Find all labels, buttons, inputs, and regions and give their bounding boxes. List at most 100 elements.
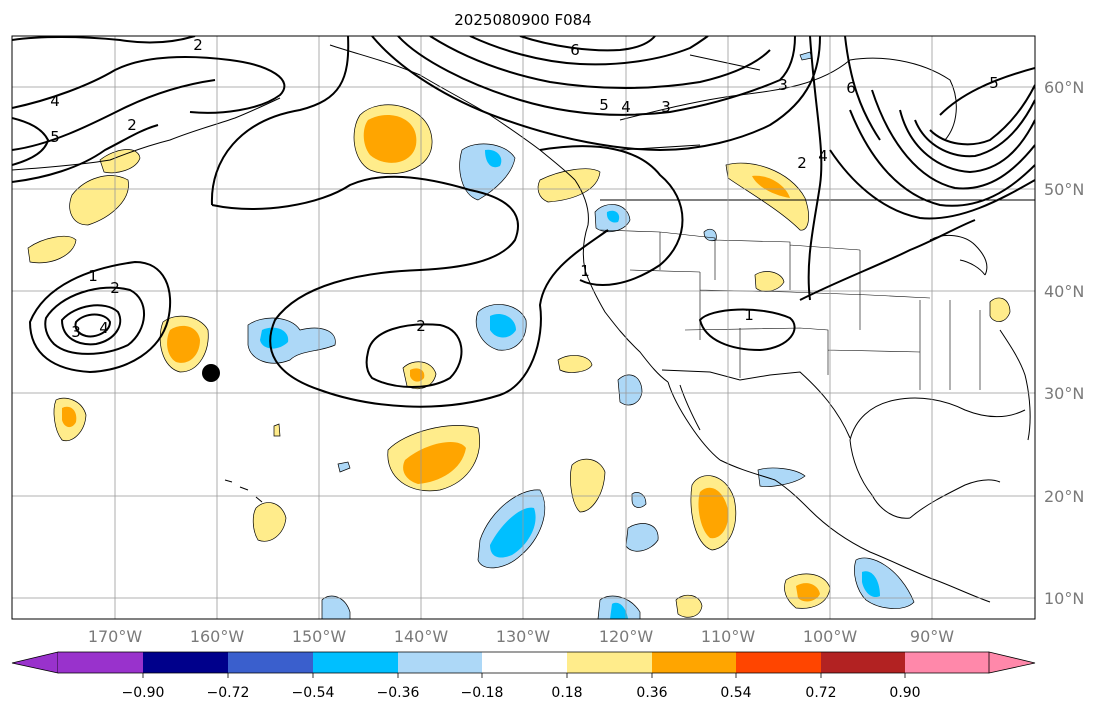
shade-negative-core — [490, 507, 536, 558]
contour-line — [849, 109, 1035, 207]
colorbar-segment — [905, 652, 989, 673]
contour-line — [12, 117, 50, 166]
shade-positive-core — [752, 175, 790, 198]
shade-positive — [537, 168, 601, 203]
shade-negative — [617, 374, 643, 406]
contour-line — [12, 124, 159, 183]
lon-label: 100°W — [803, 627, 858, 646]
contour-lines — [12, 36, 1035, 408]
shade-positive-core — [363, 114, 417, 163]
shade-negative-core — [260, 327, 289, 349]
shade-positive — [27, 236, 77, 264]
contour-label: 4 — [50, 92, 60, 110]
west-coast-usa — [574, 179, 669, 383]
colorbar-ticks — [142, 673, 906, 678]
shade-positive-core — [167, 325, 200, 363]
shade-positive-core — [403, 441, 466, 484]
colorbar-tick-label: −0.36 — [377, 685, 420, 701]
colorbar-segment — [652, 652, 736, 673]
colorbar-outline — [58, 651, 989, 674]
shade-positive-core — [796, 583, 820, 602]
contour-line — [469, 36, 709, 66]
colorbar-tick-label: 0.54 — [720, 685, 751, 701]
lat-label: 20°N — [1044, 487, 1084, 506]
shade-positive — [725, 162, 809, 231]
east-coast — [999, 329, 1031, 441]
contour-line — [429, 36, 771, 89]
contour-label: 1 — [580, 262, 590, 280]
colorbar-tick-label: 0.18 — [551, 685, 582, 701]
shade-negative — [854, 557, 915, 609]
colorbar-tick-label: −0.54 — [292, 685, 335, 701]
contour-line — [698, 308, 796, 352]
lon-label: 140°W — [394, 627, 449, 646]
contour-label: 2 — [193, 36, 203, 54]
shade-negative-core — [485, 149, 502, 168]
shade-positive-core — [62, 406, 77, 428]
contour-label: 4 — [99, 319, 109, 337]
contour-label: 5 — [599, 96, 609, 114]
shade-negative — [757, 467, 806, 487]
contour-label: 6 — [570, 41, 580, 59]
shade-positive — [273, 423, 281, 437]
contour-label: 3 — [71, 323, 81, 341]
hudson-bay — [849, 57, 957, 141]
contour-label: 2 — [127, 116, 137, 134]
shade-positive — [69, 175, 129, 226]
colorbar-extend-low — [11, 651, 59, 674]
shade-positive — [252, 502, 287, 542]
colorbar-tick-label: 0.72 — [805, 685, 836, 701]
colorbar-tick-label: 0.36 — [636, 685, 667, 701]
contour-label: 4 — [818, 147, 828, 165]
lat-label: 40°N — [1044, 282, 1084, 301]
contour-line — [871, 89, 1035, 190]
contour-line — [929, 84, 1035, 146]
shade-negative-core — [862, 571, 880, 598]
shade-negative — [459, 143, 516, 201]
contour-label: 6 — [846, 79, 856, 97]
colorbar-segment — [398, 652, 482, 673]
map-area: 6 5 4 3 4 5 2 1 2 3 4 1 2 6 5 3 2 4 2 1 — [12, 36, 1035, 619]
contour-line — [807, 36, 823, 301]
shade-negative — [321, 595, 351, 619]
lon-label: 170°W — [88, 627, 143, 646]
negative-anomaly-fills — [247, 51, 915, 619]
colorbar-segment — [482, 652, 567, 673]
contour-line — [44, 286, 145, 355]
contour-line — [397, 36, 796, 116]
contour-line — [799, 219, 976, 301]
hawaii — [224, 479, 263, 503]
contour-labels: 6 5 4 3 4 5 2 1 2 3 4 1 2 6 5 3 2 4 2 1 — [50, 36, 999, 341]
lon-label: 120°W — [599, 627, 654, 646]
contour-label: 3 — [778, 76, 788, 94]
mexico-west-coast — [719, 459, 991, 603]
lon-label: 130°W — [496, 627, 551, 646]
alaska-aleutian-coast — [12, 97, 281, 171]
lon-label: 150°W — [292, 627, 347, 646]
contour-label: 3 — [661, 98, 671, 116]
shade-negative-core — [610, 602, 628, 619]
contour-line — [12, 56, 286, 114]
colorbar-segment — [736, 652, 821, 673]
yucatan — [909, 479, 1001, 519]
contour-line — [365, 323, 463, 388]
contour-line — [371, 36, 821, 152]
colorbar-tick-label: −0.72 — [207, 685, 250, 701]
contour-label: 2 — [110, 279, 120, 297]
contour-line — [28, 260, 172, 374]
contour-line — [914, 99, 1035, 158]
latitude-labels: 60°N 50°N 40°N 30°N 20°N 10°N — [1044, 78, 1084, 608]
longitude-labels: 170°W 160°W 150°W 140°W 130°W 120°W 110°… — [88, 627, 954, 646]
contour-label: 4 — [621, 98, 631, 116]
colorbar-extend-high — [988, 651, 1036, 674]
contour-line — [539, 145, 684, 286]
shade-positive — [754, 271, 785, 292]
contour-label: 5 — [989, 74, 999, 92]
colorbar-segment — [143, 652, 228, 673]
shade-positive — [675, 594, 703, 618]
colorbar-segment — [228, 652, 313, 673]
shade-positive — [570, 458, 606, 513]
shade-negative — [625, 523, 659, 552]
colorbar-segment — [313, 652, 398, 673]
